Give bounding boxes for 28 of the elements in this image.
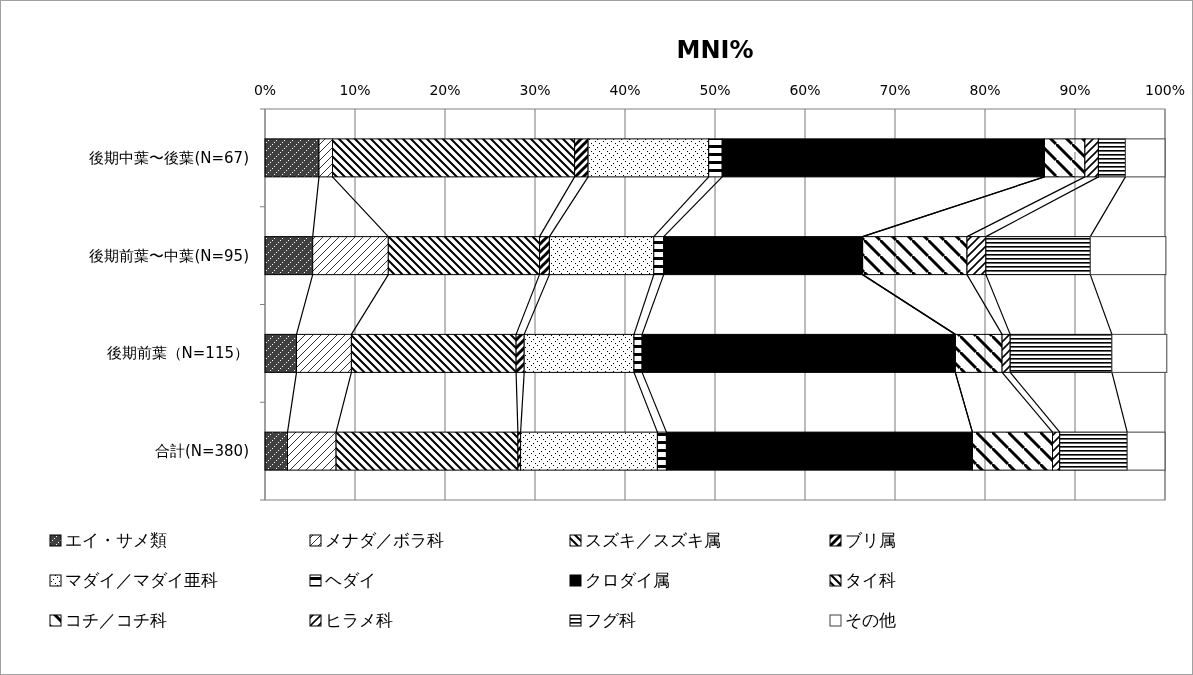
legend-label: エイ・サメ類 (65, 530, 167, 550)
x-tick-label: 30% (519, 82, 551, 98)
y-tick-label: 合計(N=380) (154, 442, 249, 461)
legend-label: ヘダイ (325, 570, 376, 590)
x-tick-label: 40% (609, 82, 641, 98)
legend-label: ブリ属 (845, 530, 896, 550)
legend-label: その他 (845, 610, 896, 630)
legend-label: コチ／コチ科 (65, 610, 167, 630)
x-tick-label: 100% (1144, 82, 1186, 98)
x-tick-label: 10% (339, 82, 371, 98)
x-tick-label: 90% (1059, 82, 1091, 98)
legend-label: クロダイ属 (585, 570, 670, 590)
y-tick-label: 後期前葉〜中葉(N=95) (89, 246, 249, 265)
x-tick-label: 70% (879, 82, 911, 98)
x-tick-label: 50% (699, 82, 731, 98)
legend-label: タイ科 (845, 570, 896, 590)
legend-label: マダイ／マダイ亜科 (65, 570, 218, 590)
chart-title: MNI% (676, 36, 754, 64)
y-tick-label: 後期中葉〜後葉(N=67) (89, 148, 249, 167)
legend-label: メナダ／ボラ科 (325, 530, 444, 550)
x-tick-label: 0% (253, 82, 277, 98)
legend-label: ヒラメ科 (325, 610, 393, 630)
x-tick-label: 80% (969, 82, 1001, 98)
y-tick-label: 後期前葉（N=115） (106, 344, 249, 363)
legend-label: フグ科 (585, 610, 636, 630)
x-tick-label: 60% (789, 82, 821, 98)
x-tick-label: 20% (429, 82, 461, 98)
legend-label: スズキ／スズキ属 (585, 530, 721, 550)
